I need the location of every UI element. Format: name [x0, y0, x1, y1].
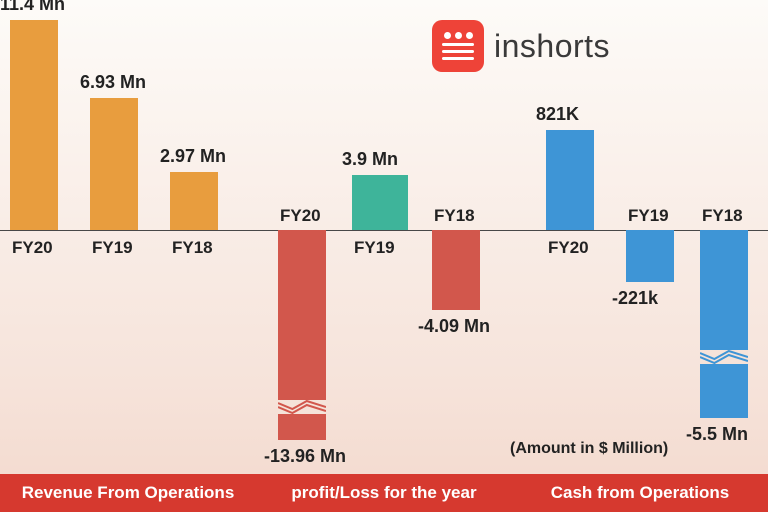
- year-label: FY19: [92, 238, 133, 258]
- chart-canvas: inshorts 11.4 Mn FY20 6.93 Mn FY19 2.97 Mn FY…: [0, 0, 768, 512]
- year-label: FY19: [354, 238, 395, 258]
- value-label: 821K: [536, 104, 579, 125]
- value-label: 2.97 Mn: [160, 146, 226, 167]
- section-footer: Revenue From Operations profit/Loss for …: [0, 474, 768, 512]
- year-label: FY19: [628, 206, 669, 226]
- value-label: 6.93 Mn: [80, 72, 146, 93]
- value-label: -4.09 Mn: [418, 316, 490, 337]
- year-label: FY20: [12, 238, 53, 258]
- value-label: -13.96 Mn: [264, 446, 346, 467]
- bar-profitloss-fy18: [432, 230, 480, 310]
- bar-cashops-fy19: [626, 230, 674, 282]
- bar-cashops-fy20: [546, 130, 594, 230]
- value-label: 11.4 Mn: [0, 0, 65, 15]
- bar-profitloss-fy19: [352, 175, 408, 230]
- year-label: FY18: [172, 238, 213, 258]
- axis-break-icon: [278, 400, 326, 414]
- footer-label-revenue: Revenue From Operations: [0, 474, 256, 512]
- unit-note: (Amount in $ Million): [510, 440, 668, 458]
- bar-cashops-fy18: [700, 230, 748, 418]
- year-label: FY20: [548, 238, 589, 258]
- bar-revenue-fy20: [10, 20, 58, 230]
- inshorts-icon: [432, 20, 484, 72]
- footer-label-cashops: Cash from Operations: [512, 474, 768, 512]
- year-label: FY18: [434, 206, 475, 226]
- bar-revenue-fy18: [170, 172, 218, 230]
- footer-label-profitloss: profit/Loss for the year: [256, 474, 512, 512]
- brand-name: inshorts: [494, 28, 610, 65]
- brand-logo: inshorts: [432, 20, 610, 72]
- value-label: -221k: [612, 288, 658, 309]
- value-label: -5.5 Mn: [686, 424, 748, 445]
- year-label: FY18: [702, 206, 743, 226]
- axis-break-icon: [700, 350, 748, 364]
- year-label: FY20: [280, 206, 321, 226]
- value-label: 3.9 Mn: [342, 149, 398, 170]
- bar-revenue-fy19: [90, 98, 138, 230]
